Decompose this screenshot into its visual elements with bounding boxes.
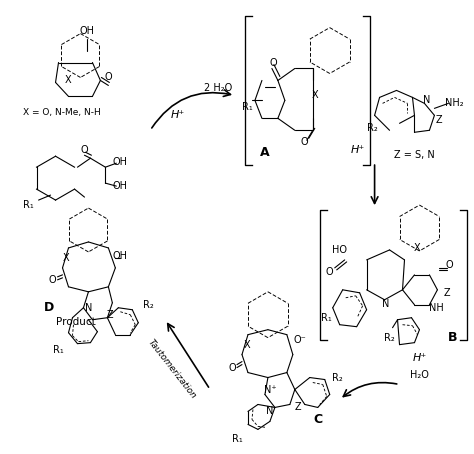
Text: R₁: R₁: [53, 345, 64, 355]
Text: Z: Z: [444, 288, 451, 298]
Text: R₁: R₁: [242, 102, 252, 113]
Text: H⁺: H⁺: [412, 353, 427, 363]
Text: X: X: [63, 253, 70, 263]
Text: Tautomerization: Tautomerization: [146, 338, 198, 401]
Text: Z: Z: [436, 115, 443, 125]
Text: R₁: R₁: [232, 434, 242, 444]
Text: D: D: [44, 301, 54, 314]
Text: R₂: R₂: [384, 333, 395, 343]
Text: N: N: [266, 406, 273, 416]
Text: OH: OH: [80, 25, 95, 35]
Text: O: O: [301, 137, 309, 147]
Text: OH: OH: [113, 157, 128, 167]
Text: O⁻: O⁻: [293, 335, 306, 345]
Text: O: O: [326, 267, 334, 277]
Text: N⁺: N⁺: [264, 385, 276, 395]
Text: X: X: [244, 340, 250, 350]
Text: R₁: R₁: [321, 313, 332, 323]
Text: O: O: [446, 260, 453, 270]
Text: N: N: [382, 299, 389, 309]
Text: OH: OH: [113, 251, 128, 261]
Text: A: A: [260, 146, 270, 159]
Text: OH: OH: [113, 181, 128, 191]
Text: R₂: R₂: [143, 300, 154, 310]
Text: HO: HO: [332, 245, 347, 255]
Text: R₂: R₂: [332, 373, 343, 383]
Text: Z = S, N: Z = S, N: [394, 150, 435, 160]
Text: R₁: R₁: [23, 200, 34, 210]
Text: NH: NH: [429, 303, 444, 313]
Text: O: O: [49, 275, 56, 285]
Text: X: X: [65, 75, 72, 85]
Text: O: O: [269, 58, 277, 68]
Text: Z: Z: [107, 310, 114, 320]
Text: X = O, N-Me, N-H: X = O, N-Me, N-H: [23, 108, 100, 117]
Text: O: O: [105, 73, 112, 83]
Text: H⁺: H⁺: [350, 145, 365, 155]
Text: C: C: [313, 413, 322, 426]
Text: B: B: [447, 331, 457, 344]
Text: O: O: [228, 363, 236, 373]
Text: N: N: [423, 95, 430, 105]
Text: O: O: [81, 145, 88, 155]
Text: X: X: [414, 243, 421, 253]
Text: X: X: [311, 90, 318, 100]
Text: 2 H₂O: 2 H₂O: [204, 84, 232, 94]
Text: H⁺: H⁺: [171, 110, 185, 120]
Text: Z: Z: [294, 402, 301, 412]
Text: N: N: [85, 303, 92, 313]
Text: R₂: R₂: [367, 123, 378, 133]
Text: H₂O: H₂O: [410, 370, 429, 380]
Text: NH₂: NH₂: [445, 99, 464, 109]
Text: Product: Product: [55, 317, 95, 327]
